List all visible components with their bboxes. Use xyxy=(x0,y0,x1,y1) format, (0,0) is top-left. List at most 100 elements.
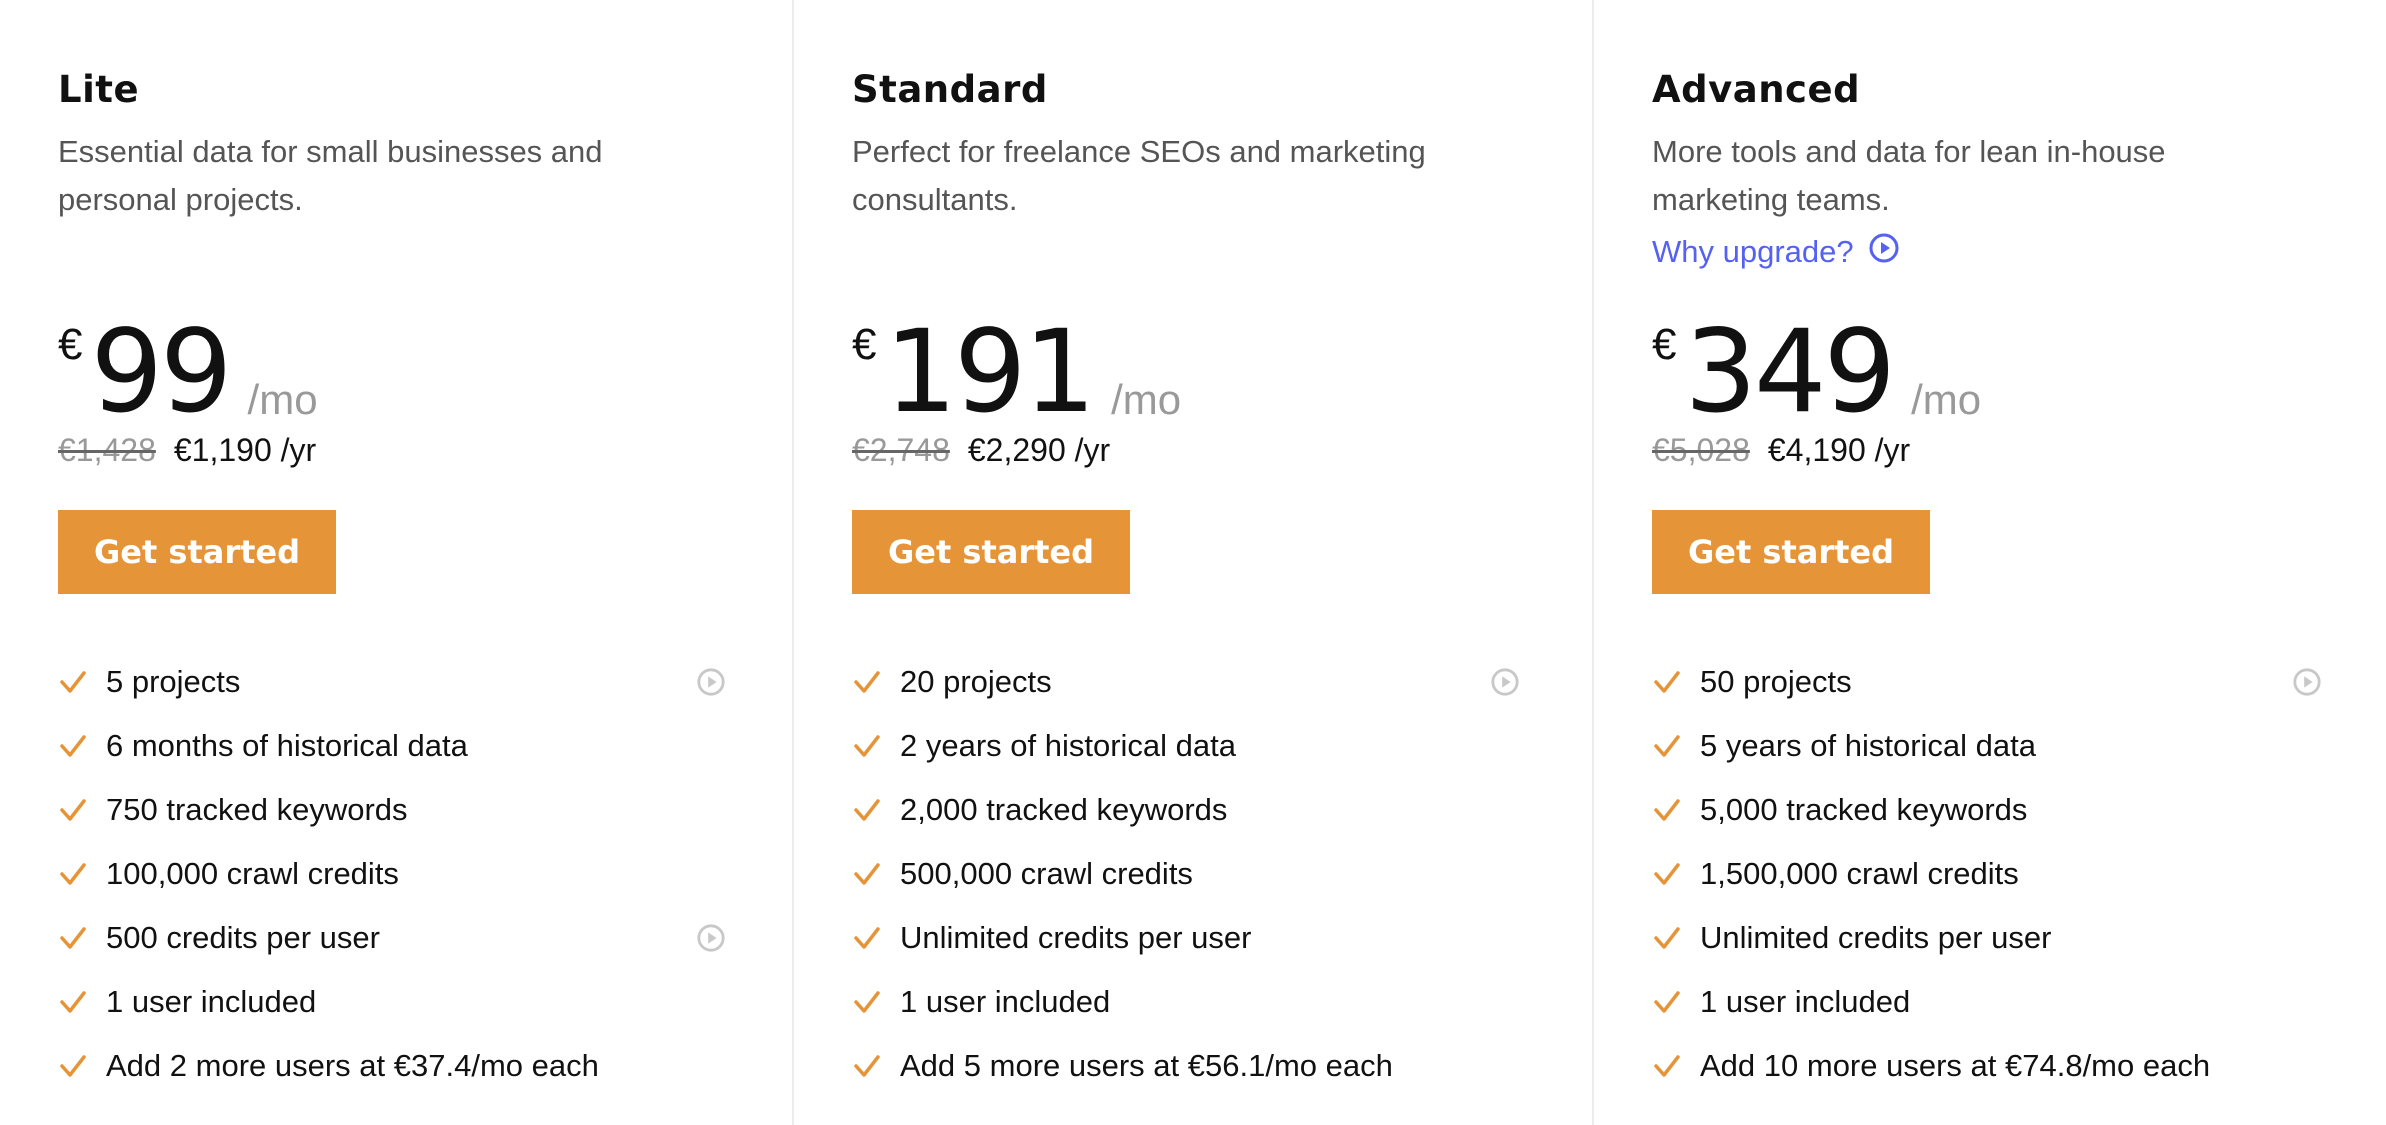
feature-item: Add 10 more users at €74.8/mo each xyxy=(1652,1034,2386,1098)
check-icon xyxy=(852,1051,882,1081)
feature-text: Unlimited credits per user xyxy=(900,920,1252,955)
feature-text: Add 10 more users at €74.8/mo each xyxy=(1700,1048,2211,1083)
feature-item: 1 user included xyxy=(1652,970,2386,1034)
feature-text: 5 years of historical data xyxy=(1700,728,2037,763)
yearly-price: €5,028 €4,190 /yr xyxy=(1652,432,1910,469)
feature-text: Add 5 more users at €56.1/mo each xyxy=(900,1048,1393,1083)
check-icon xyxy=(1652,667,1682,697)
yearly-price-value: €2,290 /yr xyxy=(967,432,1111,468)
feature-text: 500,000 crawl credits xyxy=(900,856,1193,891)
feature-text: 1 user included xyxy=(1700,984,1911,1019)
get-started-button[interactable]: Get started xyxy=(58,510,337,594)
old-yearly-price: €2,748 xyxy=(852,432,950,468)
price: €191/mo xyxy=(852,312,1181,432)
plan-title: Advanced xyxy=(1652,68,1861,111)
old-yearly-price: €1,428 xyxy=(58,432,156,468)
price-period: /mo xyxy=(1111,376,1182,423)
price-amount: 99 xyxy=(90,305,232,438)
feature-item: 5 years of historical data xyxy=(1652,714,2386,778)
feature-item: Add 5 more users at €56.1/mo each xyxy=(852,1034,1592,1098)
feature-item: 20 projects xyxy=(852,650,1592,714)
check-icon xyxy=(1652,923,1682,953)
feature-text: 1 user included xyxy=(900,984,1111,1019)
feature-text: 1,500,000 crawl credits xyxy=(1700,856,2019,891)
feature-item: Unlimited credits per user xyxy=(852,906,1592,970)
feature-list: 50 projects 5 years of historical data 5,0… xyxy=(1652,650,2386,1098)
plan-description: More tools and data for lean in-house ma… xyxy=(1652,134,2166,217)
feature-item: 750 tracked keywords xyxy=(58,778,792,842)
price-period: /mo xyxy=(247,376,318,423)
price: €99/mo xyxy=(58,312,318,432)
check-icon xyxy=(1652,987,1682,1017)
play-video-icon[interactable] xyxy=(1490,667,1520,697)
check-icon xyxy=(58,987,88,1017)
check-icon xyxy=(1652,1051,1682,1081)
feature-text: Add 2 more users at €37.4/mo each xyxy=(106,1048,599,1083)
feature-item: 100,000 crawl credits xyxy=(58,842,792,906)
plan-title: Standard xyxy=(852,68,1048,111)
plan-description: Essential data for small businesses and … xyxy=(58,134,603,217)
check-icon xyxy=(58,795,88,825)
plan-description: Perfect for freelance SEOs and marketing… xyxy=(852,134,1426,217)
feature-text: 2 years of historical data xyxy=(900,728,1237,763)
old-yearly-price: €5,028 xyxy=(1652,432,1750,468)
feature-list: 5 projects 6 months of historical data 750… xyxy=(58,650,792,1098)
price-period: /mo xyxy=(1911,376,1982,423)
play-video-icon[interactable] xyxy=(696,667,726,697)
feature-item: 500 credits per user xyxy=(58,906,792,970)
check-icon xyxy=(58,731,88,761)
plan-card-lite: Lite Essential data for small businesses … xyxy=(0,0,792,1125)
feature-item: 5 projects xyxy=(58,650,792,714)
price-amount: 191 xyxy=(884,305,1096,438)
feature-item: Unlimited credits per user xyxy=(1652,906,2386,970)
plan-title: Lite xyxy=(58,68,140,111)
feature-list: 20 projects 2 years of historical data 2,0… xyxy=(852,650,1592,1098)
feature-text: 6 months of historical data xyxy=(106,728,468,763)
check-icon xyxy=(1652,795,1682,825)
feature-text: 2,000 tracked keywords xyxy=(900,792,1228,827)
check-icon xyxy=(852,987,882,1017)
why-upgrade-label: Why upgrade? xyxy=(1652,234,1854,269)
check-icon xyxy=(58,667,88,697)
feature-text: 1 user included xyxy=(106,984,317,1019)
currency-symbol: € xyxy=(1652,320,1677,369)
feature-text: 20 projects xyxy=(900,664,1052,699)
feature-text: Unlimited credits per user xyxy=(1700,920,2052,955)
check-icon xyxy=(1652,731,1682,761)
play-video-icon[interactable] xyxy=(696,923,726,953)
get-started-button[interactable]: Get started xyxy=(1652,510,1931,594)
feature-text: 100,000 crawl credits xyxy=(106,856,399,891)
plan-card-advanced: Advanced More tools and data for lean in-… xyxy=(1592,0,2386,1125)
feature-text: 5,000 tracked keywords xyxy=(1700,792,2028,827)
feature-text: 500 credits per user xyxy=(106,920,380,955)
feature-text: 750 tracked keywords xyxy=(106,792,408,827)
feature-item: 1 user included xyxy=(58,970,792,1034)
feature-text: 5 projects xyxy=(106,664,241,699)
currency-symbol: € xyxy=(58,320,83,369)
feature-item: 1 user included xyxy=(852,970,1592,1034)
check-icon xyxy=(1652,859,1682,889)
yearly-price-value: €4,190 /yr xyxy=(1767,432,1911,468)
feature-item: 500,000 crawl credits xyxy=(852,842,1592,906)
feature-item: 2 years of historical data xyxy=(852,714,1592,778)
feature-item: 6 months of historical data xyxy=(58,714,792,778)
check-icon xyxy=(852,795,882,825)
feature-item: 5,000 tracked keywords xyxy=(1652,778,2386,842)
why-upgrade-link[interactable]: Why upgrade? xyxy=(1652,232,1900,272)
feature-item: Add 2 more users at €37.4/mo each xyxy=(58,1034,792,1098)
check-icon xyxy=(58,859,88,889)
feature-item: 1,500,000 crawl credits xyxy=(1652,842,2386,906)
feature-item: 50 projects xyxy=(1652,650,2386,714)
get-started-button[interactable]: Get started xyxy=(852,510,1131,594)
check-icon xyxy=(58,1051,88,1081)
check-icon xyxy=(852,923,882,953)
yearly-price: €2,748 €2,290 /yr xyxy=(852,432,1110,469)
price: €349/mo xyxy=(1652,312,1981,432)
check-icon xyxy=(58,923,88,953)
check-icon xyxy=(852,667,882,697)
check-icon xyxy=(852,731,882,761)
price-amount: 349 xyxy=(1684,305,1896,438)
feature-text: 50 projects xyxy=(1700,664,1852,699)
play-video-icon[interactable] xyxy=(2292,667,2322,697)
plan-card-standard: Standard Perfect for freelance SEOs and m… xyxy=(792,0,1592,1125)
